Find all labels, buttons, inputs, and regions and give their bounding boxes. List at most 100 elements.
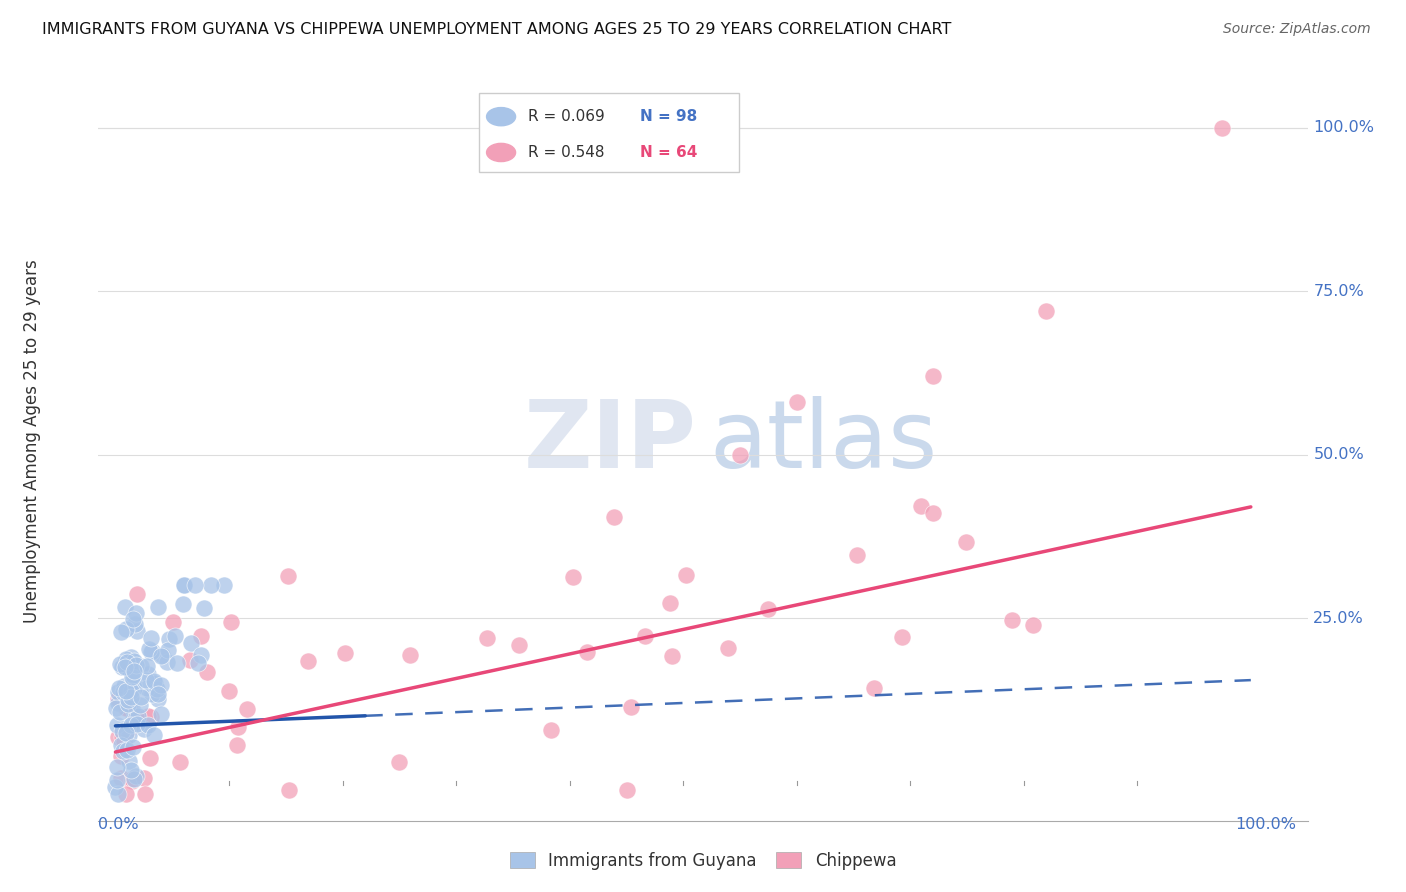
Point (163, 630, 186, 644)
Point (922, 506, 945, 520)
Point (121, 662, 143, 676)
Point (118, 754, 141, 768)
Point (190, 629, 212, 643)
Point (236, 702, 259, 716)
Point (156, 655, 179, 669)
Point (138, 641, 160, 656)
Point (107, 685, 129, 699)
Point (104, 780, 127, 794)
Point (132, 772, 155, 786)
Point (218, 683, 240, 698)
Point (115, 788, 138, 802)
Point (128, 698, 150, 712)
Point (184, 578, 207, 592)
Point (112, 735, 135, 749)
Point (661, 649, 683, 664)
Point (399, 648, 422, 662)
Point (120, 717, 142, 731)
Point (108, 705, 131, 719)
Point (141, 631, 163, 645)
Point (120, 690, 142, 705)
Point (110, 738, 132, 752)
Point (117, 697, 139, 711)
Point (603, 510, 626, 524)
Point (120, 683, 142, 698)
Point (121, 670, 143, 684)
Point (136, 709, 159, 723)
Text: IMMIGRANTS FROM GUYANA VS CHIPPEWA UNEMPLOYMENT AMONG AGES 25 TO 29 YEARS CORREL: IMMIGRANTS FROM GUYANA VS CHIPPEWA UNEMP… (42, 22, 952, 37)
Point (121, 701, 143, 715)
Text: Unemployment Among Ages 25 to 29 years: Unemployment Among Ages 25 to 29 years (22, 260, 41, 624)
Point (619, 699, 641, 714)
Point (508, 638, 530, 652)
Point (125, 717, 148, 731)
Text: R = 0.069: R = 0.069 (527, 109, 605, 124)
Point (125, 769, 148, 783)
Point (166, 657, 188, 671)
Point (118, 656, 141, 670)
Point (139, 645, 162, 659)
Text: 25.0%: 25.0% (1313, 610, 1364, 625)
Point (125, 658, 148, 673)
Point (475, 631, 498, 645)
Point (1211, 120, 1233, 135)
Text: N = 64: N = 64 (640, 145, 697, 160)
Point (278, 783, 301, 797)
Point (139, 710, 162, 724)
Point (658, 595, 681, 609)
Point (117, 693, 139, 707)
Point (756, 602, 779, 616)
Point (1022, 618, 1045, 632)
Point (135, 681, 157, 696)
Point (120, 650, 142, 665)
Point (122, 664, 145, 678)
Point (616, 783, 638, 797)
Point (120, 763, 142, 777)
Text: ZIP: ZIP (524, 395, 697, 488)
Point (141, 687, 163, 701)
Point (540, 723, 562, 737)
Point (136, 717, 159, 731)
Point (187, 657, 209, 671)
Point (129, 690, 152, 705)
Point (125, 607, 148, 621)
Text: atlas: atlas (709, 395, 938, 488)
Point (118, 728, 141, 742)
Point (115, 622, 138, 636)
Point (219, 615, 242, 629)
Point (863, 681, 886, 696)
Text: 75.0%: 75.0% (1313, 284, 1364, 299)
Point (225, 738, 247, 752)
Point (105, 700, 128, 714)
Point (149, 678, 172, 692)
Point (910, 500, 932, 514)
Point (114, 683, 136, 698)
Point (122, 676, 145, 690)
Point (107, 788, 129, 802)
Text: N = 98: N = 98 (640, 109, 697, 124)
Point (562, 570, 585, 584)
Text: 100.0%: 100.0% (1236, 817, 1296, 832)
Point (890, 630, 912, 644)
Point (149, 706, 172, 721)
Point (122, 739, 145, 754)
Point (143, 676, 166, 690)
Point (148, 687, 170, 701)
Point (124, 662, 146, 676)
Point (228, 720, 250, 734)
Text: 0.0%: 0.0% (98, 817, 139, 832)
Point (955, 534, 977, 549)
Point (717, 641, 740, 656)
Point (786, 395, 808, 409)
Point (146, 681, 169, 696)
Point (115, 743, 138, 757)
Point (115, 652, 138, 666)
Point (127, 624, 149, 639)
Point (277, 568, 299, 582)
Point (112, 680, 135, 694)
FancyBboxPatch shape (479, 93, 740, 172)
Point (146, 599, 169, 614)
Point (110, 771, 132, 785)
Point (169, 755, 191, 769)
Point (150, 649, 173, 664)
